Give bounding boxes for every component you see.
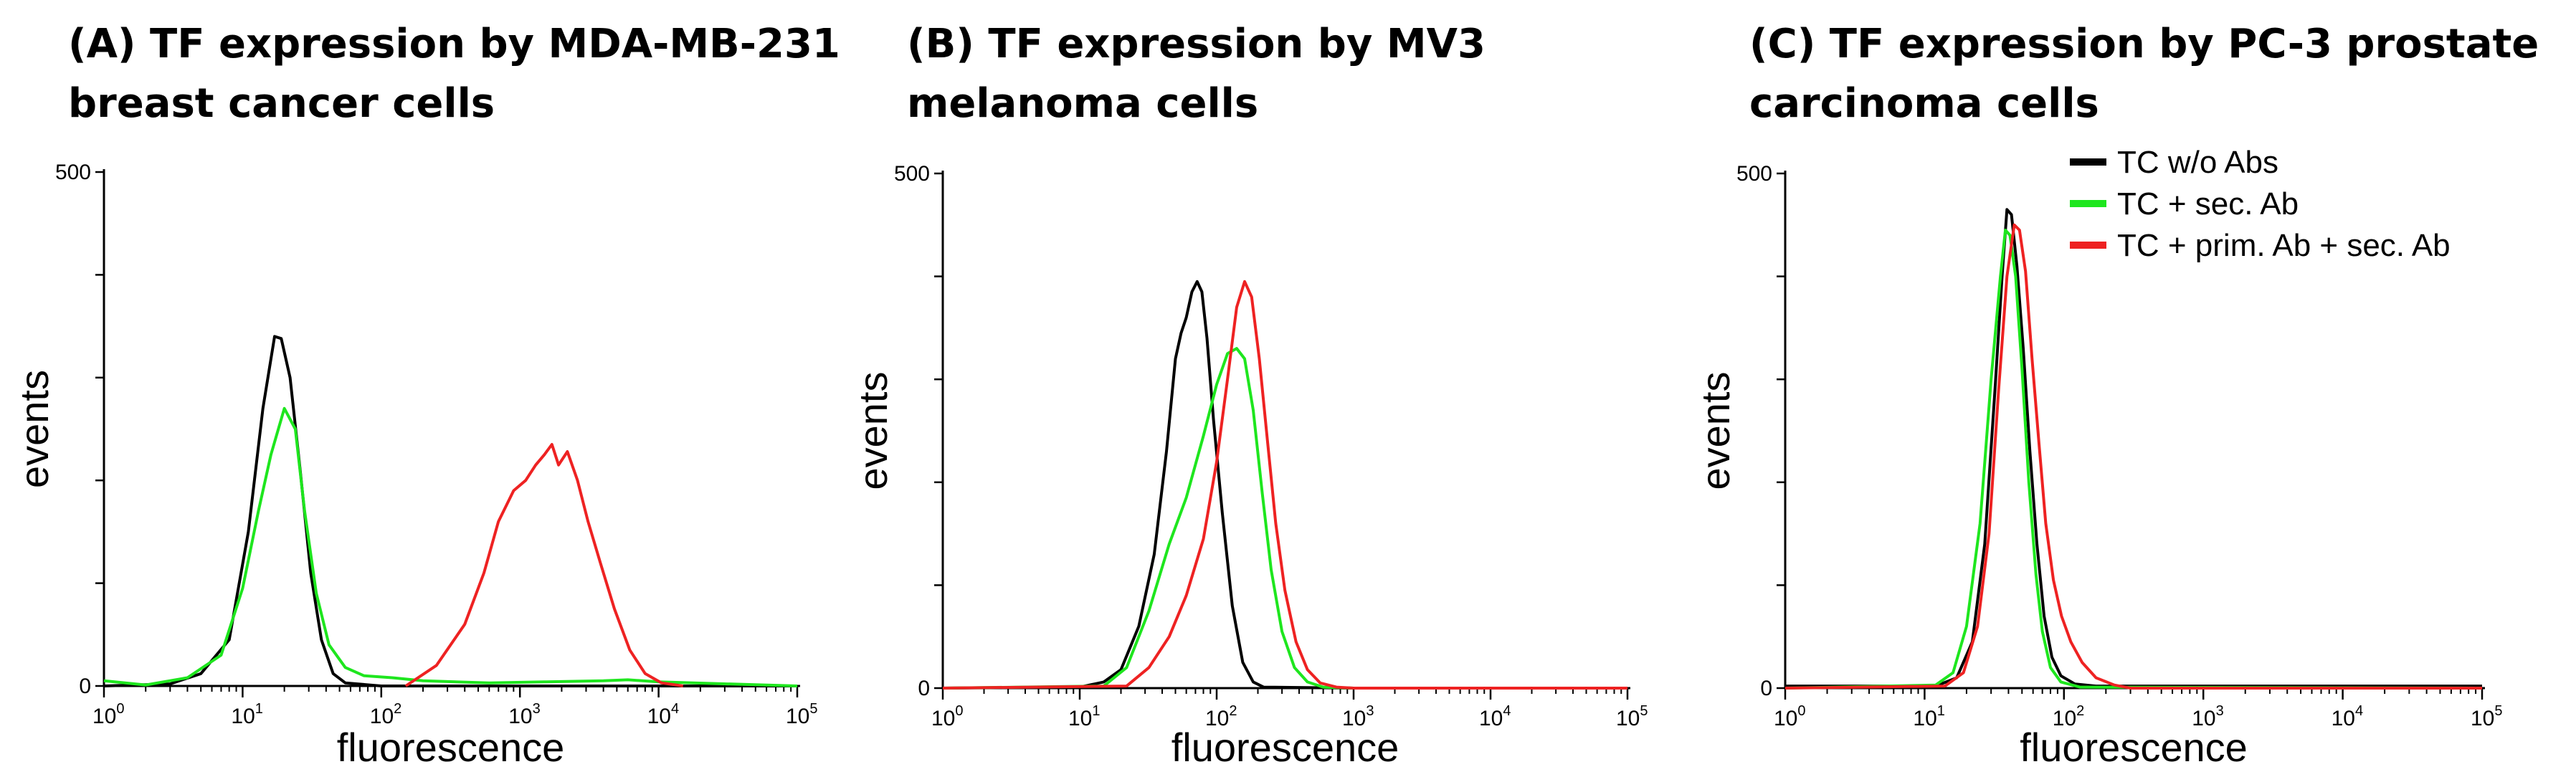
legend-label: TC w/o Abs — [2117, 145, 2278, 180]
x-axis-label: fluorescence — [1171, 725, 1399, 770]
x-tick-label: 101 — [231, 701, 263, 728]
panel-c: (C) TF expression by PC-3 prostate carci… — [1693, 21, 2539, 770]
x-tick-label: 104 — [647, 701, 680, 728]
x-tick-label: 105 — [1616, 703, 1648, 730]
series-line-3 — [404, 443, 683, 687]
x-tick-label: 104 — [1479, 703, 1511, 730]
y-axis-label: events — [1693, 372, 1738, 490]
y-tick-label-min: 0 — [79, 674, 91, 698]
panel-title-line-2: breast cancer cells — [68, 80, 495, 127]
series-line-2 — [1784, 229, 2483, 690]
x-tick-label: 104 — [2332, 703, 2364, 730]
legend-label: TC + prim. Ab + sec. Ab — [2117, 228, 2451, 263]
x-tick-label: 100 — [931, 703, 964, 730]
x-tick-label: 105 — [786, 701, 818, 728]
y-tick-label-max: 500 — [55, 161, 91, 184]
x-axis-label: fluorescence — [2020, 725, 2248, 770]
x-tick-label: 100 — [1774, 703, 1806, 730]
legend: TC w/o Abs TC + sec. Ab TC + prim. Ab + se… — [2070, 145, 2451, 263]
y-tick-label-max: 500 — [894, 162, 930, 186]
legend-label: TC + sec. Ab — [2117, 186, 2299, 221]
panel-a: (A) TF expression by MDA-MB-231 breast c… — [11, 21, 840, 770]
y-axis-label: events — [11, 370, 57, 488]
panel-title-line-2: carcinoma cells — [1749, 80, 2099, 127]
series-line-3 — [942, 280, 1627, 690]
x-tick-label: 100 — [92, 701, 125, 728]
panel-title-line-1: (C) TF expression by PC-3 prostate — [1749, 21, 2539, 67]
series-line-3 — [1784, 223, 2482, 690]
panel-b: (B) TF expression by MV3 melanoma cells … — [850, 21, 1648, 770]
x-tick-label: 101 — [1068, 703, 1101, 730]
series-line-2 — [103, 406, 798, 687]
y-axis-label: events — [850, 372, 895, 490]
panel-title-line-2: melanoma cells — [907, 80, 1258, 127]
x-tick-label: 105 — [2471, 703, 2503, 730]
series-line-2 — [942, 347, 1627, 690]
y-tick-label-min: 0 — [918, 677, 930, 700]
series-line-1 — [942, 280, 1627, 690]
x-tick-label: 101 — [1913, 703, 1945, 730]
x-axis-label: fluorescence — [337, 725, 565, 770]
y-tick-label-min: 0 — [1760, 677, 1772, 700]
panel-title-line-1: (B) TF expression by MV3 — [907, 21, 1486, 67]
series-line-1 — [103, 335, 797, 687]
panel-title-line-1: (A) TF expression by MDA-MB-231 — [68, 21, 840, 67]
series-line-1 — [1785, 208, 2482, 688]
y-tick-label-max: 500 — [1736, 162, 1772, 186]
